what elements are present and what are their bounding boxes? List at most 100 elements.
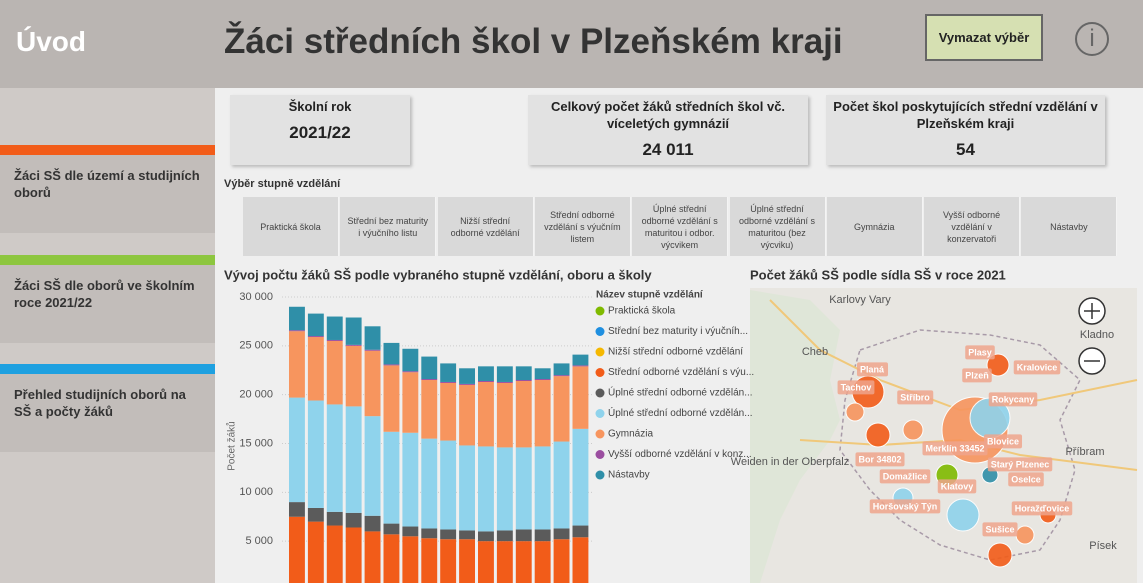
bar-segment — [459, 539, 475, 583]
bar-segment — [345, 344, 362, 346]
bar-segment — [421, 438, 438, 529]
bar-segment — [572, 366, 589, 429]
map-label: Weiden in der Oberpfalz — [731, 456, 849, 468]
map-label-box — [937, 479, 977, 494]
bar-segment — [326, 511, 343, 526]
slicer-option[interactable]: Střední odborné vzdělání s výučním liste… — [534, 197, 631, 256]
slicer-option[interactable]: Úplné střední odborné vzdělání s maturit… — [729, 197, 826, 256]
slicer-option[interactable]: Praktická škola — [243, 197, 339, 256]
slicer-option[interactable]: Vyšší odborné vzdělání v konzervatoři — [924, 197, 1021, 256]
bar-segment — [383, 523, 400, 535]
bar-segment — [553, 528, 570, 540]
bar-segment — [402, 372, 419, 433]
map-label-box — [965, 345, 995, 360]
y-tick-label: 5 000 — [245, 535, 273, 547]
bar-segment — [364, 326, 381, 350]
map-label: Horažďovice — [1015, 503, 1070, 513]
bar-segment — [383, 342, 400, 365]
map-label-box — [837, 380, 875, 395]
slicer-title: Výběr stupně vzdělání — [224, 178, 341, 190]
home-link[interactable]: Úvod — [16, 26, 86, 57]
map-label: Merklín 33452 — [925, 443, 984, 453]
map-label: Rokycany — [992, 394, 1035, 404]
zoom-in-icon — [1084, 303, 1100, 319]
bar-segment — [534, 446, 551, 530]
bar-segment — [515, 380, 532, 448]
bar-segment — [572, 428, 589, 526]
map-label-box — [987, 457, 1053, 472]
chart-title: Vývoj počtu žáků SŠ podle vybraného stup… — [224, 267, 652, 282]
map-label: Tachov — [841, 382, 872, 392]
legend-marker — [595, 450, 605, 459]
bar-segment — [421, 528, 438, 539]
side-nav: Žáci SŠ dle území a studijních oborů Žáci… — [0, 88, 215, 583]
nav-item[interactable]: Žáci SŠ dle oborů ve školním roce 2021/2… — [0, 265, 215, 343]
top-bar: Úvod Žáci středních škol v Plzeňském kra… — [0, 0, 1143, 88]
info-button[interactable]: i — [1075, 22, 1109, 56]
map-label-box — [983, 434, 1023, 449]
bar-segment — [553, 539, 570, 583]
slicer-option[interactable]: Nástavby — [1021, 197, 1118, 256]
y-tick-label: 15 000 — [239, 437, 273, 449]
map-label: Písek — [1089, 540, 1117, 552]
bar-segment — [534, 380, 551, 447]
legend-label: Střední bez maturity i výučníh... — [608, 326, 748, 337]
legend-marker — [595, 347, 605, 357]
bar-segment — [345, 345, 362, 407]
bar-segment — [402, 348, 419, 372]
map-label-box — [988, 392, 1038, 407]
bar-segment — [459, 445, 475, 531]
map-pie — [865, 422, 891, 448]
legend-marker — [595, 409, 605, 418]
map-label-box — [922, 441, 988, 456]
bar-segment — [289, 306, 305, 331]
slicer-option[interactable]: Úplné střední odborné vzdělání s maturit… — [632, 197, 729, 256]
kpi-card: Počet škol poskytujících střední vzdělán… — [826, 95, 1105, 165]
bar-segment — [478, 446, 494, 532]
bar-segment — [307, 521, 324, 583]
map-label: Horšovský Týn — [873, 501, 938, 511]
bar-segment — [421, 356, 438, 380]
map-pie — [986, 353, 1010, 377]
map-label: Planá — [860, 364, 885, 374]
bar-segment — [459, 368, 475, 384]
map-label: Sušice — [985, 524, 1014, 534]
legend-label: Střední odborné vzdělání s výu... — [608, 367, 754, 378]
y-tick-label: 25 000 — [239, 340, 273, 352]
slicer-option[interactable]: Nižší střední odborné vzdělání — [437, 197, 534, 256]
clear-button[interactable]: Vymazat výběr — [925, 14, 1043, 61]
bar-segment — [383, 364, 400, 366]
map-label-box — [1013, 360, 1061, 375]
legend-title: Název stupně vzdělání — [596, 290, 704, 301]
nav-item[interactable]: Žáci SŠ dle území a studijních oborů — [0, 155, 215, 233]
bar-segment — [421, 538, 438, 583]
bar-segment — [515, 366, 532, 381]
bar-segment — [345, 317, 362, 345]
map-label: Starý Plzenec — [991, 459, 1050, 469]
bar-segment — [364, 350, 381, 417]
nav-accent — [0, 364, 215, 374]
bar-segment — [496, 381, 513, 383]
map-label-box — [982, 522, 1018, 537]
legend-marker — [595, 429, 605, 439]
slicer-option[interactable]: Gymnázia — [826, 197, 923, 256]
kpi-label: Počet škol poskytujících střední vzdělán… — [833, 99, 1098, 131]
slicer-option[interactable]: Střední bez maturity i výučního listu — [340, 197, 437, 256]
map-pie — [946, 498, 980, 532]
map-label: Klatovy — [941, 481, 974, 491]
legend-marker — [595, 368, 605, 377]
map-pie — [1015, 525, 1035, 545]
map-label-box — [897, 390, 934, 405]
bar-segment — [345, 527, 362, 583]
nav-item[interactable]: Přehled studijních oborů na SŠ a počty ž… — [0, 374, 215, 452]
bar-segment — [553, 441, 570, 529]
map-pie — [845, 402, 865, 422]
bar-segment — [478, 380, 494, 382]
map-label: Stříbro — [900, 392, 930, 402]
bar-segment — [289, 516, 305, 583]
y-axis-label: Počet žáků — [226, 421, 238, 470]
map-title: Počet žáků SŠ podle sídla SŠ v roce 2021 — [750, 267, 1006, 282]
bar-segment — [289, 397, 305, 503]
map-label: Kralovice — [1017, 362, 1058, 372]
map-label: Kladno — [1080, 329, 1114, 341]
